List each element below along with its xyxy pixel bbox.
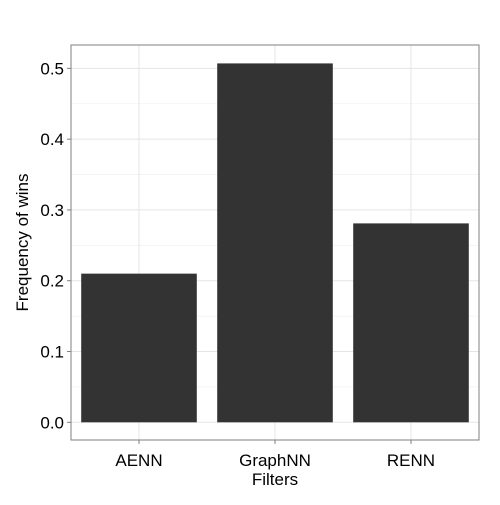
x-tick-label: GraphNN <box>239 451 311 470</box>
x-axis-ticks: AENN GraphNN RENN <box>115 440 435 470</box>
bar-aenn <box>81 273 197 423</box>
bar-graphnn <box>217 63 333 423</box>
y-tick-label: 0.1 <box>40 343 64 362</box>
y-axis-title: Frequency of wins <box>13 174 32 312</box>
y-tick-label: 0.4 <box>40 130 64 149</box>
x-axis-title: Filters <box>252 470 298 489</box>
y-tick-label: 0.5 <box>40 59 64 78</box>
y-tick-label: 0.2 <box>40 272 64 291</box>
x-tick-label: AENN <box>115 451 162 470</box>
y-tick-label: 0.0 <box>40 413 64 432</box>
y-axis-ticks: 0.0 0.1 0.2 0.3 0.4 0.5 <box>40 59 71 432</box>
y-tick-label: 0.3 <box>40 201 64 220</box>
bars <box>81 63 469 423</box>
x-tick-label: RENN <box>387 451 435 470</box>
bar-renn <box>353 223 469 423</box>
